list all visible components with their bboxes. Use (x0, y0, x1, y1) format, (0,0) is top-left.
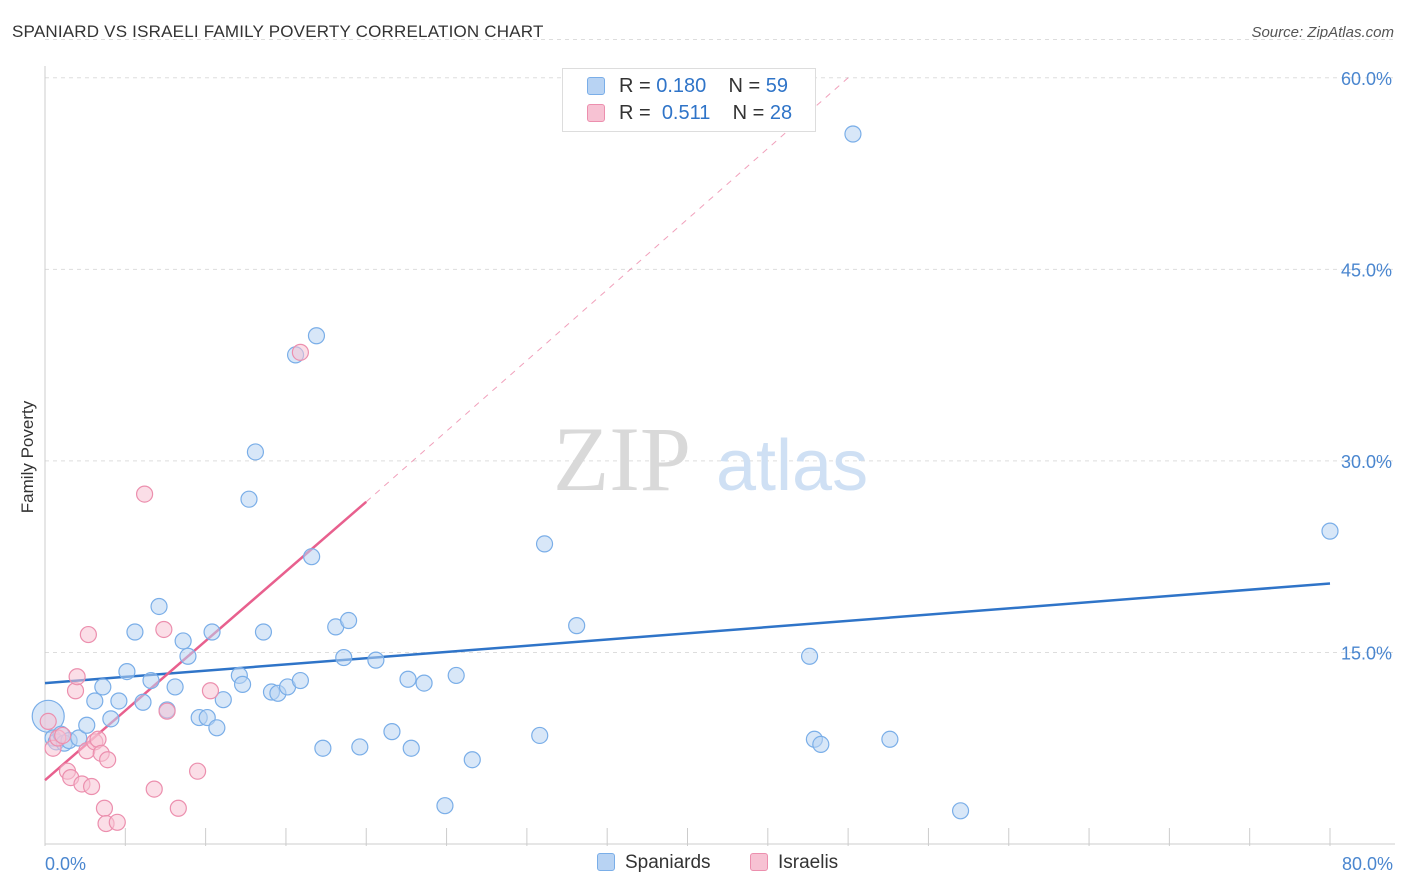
spaniards-point (110, 692, 128, 710)
israelis-point (188, 762, 207, 780)
spaniards-point (812, 735, 830, 753)
spaniards-point (951, 802, 970, 820)
y-tick-label: 30.0% (1341, 452, 1392, 472)
israelis-point (108, 813, 126, 831)
spaniards-point (535, 535, 554, 553)
spaniards-point (150, 597, 168, 616)
legend-item-spaniards: Spaniards (597, 852, 711, 874)
watermark-zip: ZIP (553, 408, 691, 510)
spaniards-point (174, 632, 192, 650)
n-label: N = (732, 102, 765, 124)
israelis-point (155, 620, 173, 639)
israelis-point (82, 777, 101, 796)
spaniards-point (844, 125, 862, 143)
legend-stats: R = 0.180 N = 59 R = 0.511 N = 28 (562, 68, 816, 132)
spaniards-point (436, 797, 454, 815)
points-layer (31, 125, 1339, 833)
spaniards-point (246, 443, 265, 461)
watermark-atlas: atlas (716, 426, 868, 506)
spaniards-point (179, 647, 197, 665)
spaniards-point (240, 490, 258, 508)
spaniards-point (303, 548, 321, 566)
axis-layer (44, 66, 1395, 846)
spaniards-point (1321, 522, 1339, 540)
y-tick-label: 45.0% (1341, 260, 1392, 280)
spaniards-point (233, 675, 252, 693)
spaniards-point (383, 723, 401, 741)
spaniards-point (367, 651, 385, 669)
spaniards-point (214, 691, 232, 709)
spaniards-swatch (597, 853, 615, 871)
israelis-point (201, 682, 220, 700)
israelis-point (68, 668, 86, 686)
spaniards-point (94, 678, 112, 696)
israelis-point (158, 702, 176, 720)
spaniards-point (531, 726, 549, 745)
y-tick-label: 15.0% (1341, 643, 1392, 663)
israelis-point (145, 780, 163, 798)
y-axis-label: Family Poverty (18, 400, 37, 514)
legend-item-israelis: Israelis (750, 852, 838, 874)
r-label: R = (619, 75, 651, 97)
israelis-point (54, 726, 72, 745)
spaniards-point (402, 739, 420, 757)
israelis-point (89, 730, 107, 748)
spaniards-point (339, 611, 358, 630)
spaniards-point (568, 617, 586, 635)
x-tick-label: 0.0% (45, 854, 86, 874)
spaniards-point (314, 739, 332, 757)
spaniards-point (102, 710, 120, 728)
chart-title: SPANIARD VS ISRAELI FAMILY POVERTY CORRE… (12, 22, 544, 41)
spaniards-point (291, 671, 309, 690)
spaniards-swatch (587, 77, 605, 95)
source-label: Source: ZipAtlas.com (1251, 24, 1394, 41)
spaniards-point (142, 671, 160, 690)
spaniards-point (254, 623, 273, 641)
spaniards-point (415, 674, 433, 692)
r-value: 0.511 (661, 102, 711, 124)
r-value: 0.180 (656, 75, 707, 97)
israelis-point (169, 799, 187, 817)
spaniards-point (447, 666, 465, 685)
r-label: R = (619, 102, 651, 124)
spaniards-point (86, 692, 104, 710)
spaniards-point (351, 738, 369, 756)
spaniards-point (134, 693, 152, 711)
legend-series: Spaniards Israelis (0, 852, 1406, 878)
spaniards-point (307, 327, 326, 345)
spaniards-point (399, 670, 417, 688)
spaniards-point (800, 647, 819, 665)
legend-label: Israelis (778, 852, 839, 873)
spaniards-point (203, 623, 221, 641)
n-value: 59 (765, 75, 789, 97)
spaniards-trendline (44, 582, 1331, 685)
israelis-point (79, 625, 97, 644)
spaniards-point (166, 678, 184, 696)
watermark: ZIP atlas (553, 408, 868, 510)
spaniards-point (118, 663, 136, 681)
israelis-point (99, 751, 117, 769)
legend-label: Spaniards (625, 852, 711, 873)
n-label: N = (728, 75, 761, 97)
spaniards-point (881, 730, 899, 748)
israelis-swatch (750, 853, 768, 871)
spaniards-point (78, 716, 96, 734)
spaniards-point (208, 719, 226, 737)
spaniards-point (335, 648, 353, 667)
spaniards-point (463, 751, 481, 769)
x-tick-label: 80.0% (1342, 854, 1393, 874)
y-tick-label: 60.0% (1341, 69, 1392, 89)
spaniards-point (126, 623, 144, 641)
israelis-point (95, 799, 114, 817)
tick-label-layer: 15.0% 30.0% 45.0% 60.0% 0.0% 80.0% (45, 69, 1393, 874)
israelis-point (39, 712, 57, 731)
israelis-swatch (587, 104, 605, 122)
israelis-point (291, 343, 309, 361)
n-value: 28 (769, 102, 793, 124)
israelis-point (135, 485, 154, 503)
